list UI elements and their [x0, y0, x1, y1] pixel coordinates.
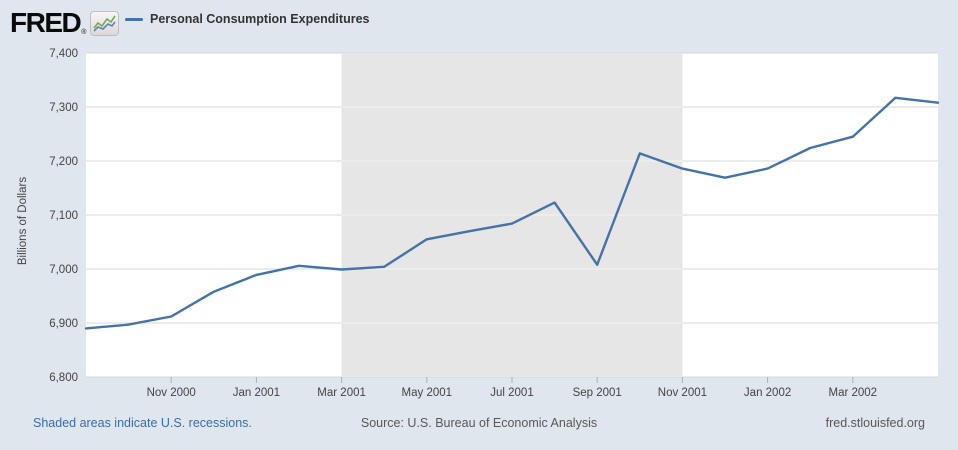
y-tick-label: 7,400	[49, 48, 78, 60]
legend-item-pce[interactable]: Personal Consumption Expenditures	[125, 12, 369, 26]
pce-series-line	[84, 96, 940, 330]
x-tick-label: Nov 2001	[658, 387, 707, 399]
x-tick-label: Mar 2001	[317, 387, 366, 399]
fred-site-link[interactable]: fred.stlouisfed.org	[825, 416, 925, 430]
x-tick-label: Sep 2001	[573, 387, 622, 399]
fred-logo: FRED ®	[10, 7, 86, 38]
fred-logo-chart-icon	[89, 10, 119, 36]
y-tick-label: 6,800	[49, 372, 78, 384]
header: FRED ®	[10, 6, 119, 40]
source-text: Source: U.S. Bureau of Economic Analysis	[360, 416, 598, 430]
registered-mark: ®	[81, 29, 86, 36]
y-tick-label: 7,200	[49, 156, 78, 168]
x-tick-label: Mar 2002	[829, 387, 878, 399]
x-tick-label: Jan 2001	[233, 387, 280, 399]
x-tick-label: Jul 2001	[490, 387, 533, 399]
recessions-note-link[interactable]: Shaded areas indicate U.S. recessions.	[33, 416, 252, 430]
x-tick-label: Nov 2000	[147, 387, 196, 399]
fred-logo-text: FRED	[10, 7, 82, 38]
y-tick-label: 6,900	[49, 318, 78, 330]
chart-plot-area[interactable]: 6,800 6,900 7,000 7,100 7,200 7,300 7,400 Nov 2…	[0, 0, 958, 410]
footer: Shaded areas indicate U.S. recessions. S…	[33, 416, 925, 434]
y-axis-title: Billions of Dollars	[17, 176, 29, 266]
legend-line-swatch	[125, 17, 143, 21]
y-tick-label: 7,100	[49, 210, 78, 222]
y-tick-label: 7,000	[49, 264, 78, 276]
mini-chart-lines-icon	[93, 15, 116, 32]
y-tick-label: 7,300	[49, 102, 78, 114]
x-tick-label: May 2001	[402, 387, 453, 399]
x-tick-label: Jan 2002	[744, 387, 791, 399]
legend-label: Personal Consumption Expenditures	[150, 12, 370, 26]
